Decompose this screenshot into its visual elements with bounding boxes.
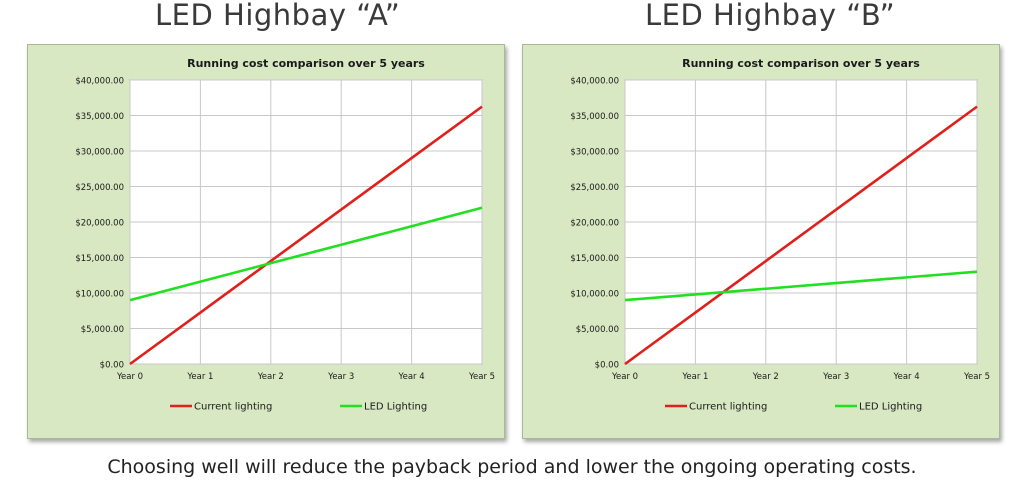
chart-b-y-tick-label: $30,000.00 xyxy=(570,148,619,158)
chart-a-x-tick-label: Year 4 xyxy=(398,372,425,382)
chart-b-y-tick-label: $40,000.00 xyxy=(570,77,619,87)
caption-text: Choosing well will reduce the payback pe… xyxy=(107,456,917,478)
chart-b-y-tick-label: $25,000.00 xyxy=(570,183,619,193)
chart-a-y-tick-label: $20,000.00 xyxy=(75,219,124,229)
chart-a-y-tick-label: $40,000.00 xyxy=(75,77,124,87)
chart-b-y-tick-label: $0.00 xyxy=(595,361,619,371)
chart-b-svg: Running cost comparison over 5 years $0.0… xyxy=(570,57,990,413)
chart-a-y-tick-label: $15,000.00 xyxy=(75,254,124,264)
chart-a-y-tick-label: $5,000.00 xyxy=(81,325,124,335)
chart-a-x-tick-label: Year 0 xyxy=(116,372,143,382)
chart-b-x-tick-label: Year 5 xyxy=(963,372,990,382)
chart-a-current-lighting-line xyxy=(129,105,483,366)
chart-b-y-tick-label: $20,000.00 xyxy=(570,219,619,229)
chart-b-y-tick-label: $35,000.00 xyxy=(570,112,619,122)
chart-a-y-tick-label: $30,000.00 xyxy=(75,148,124,158)
chart-b-x-tick-label: Year 0 xyxy=(611,372,638,382)
chart-b-y-tick-label: $5,000.00 xyxy=(576,325,619,335)
chart-a-y-tick-label: $35,000.00 xyxy=(75,112,124,122)
chart-b-x-tick-label: Year 1 xyxy=(681,372,708,382)
chart-a-x-tick-label: Year 5 xyxy=(468,372,495,382)
chart-b-x-tick-label: Year 4 xyxy=(893,372,920,382)
chart-b-led-lighting-line xyxy=(624,270,978,302)
chart-a-svg: Running cost comparison over 5 years $0.0… xyxy=(75,57,495,413)
chart-b-title: Running cost comparison over 5 years xyxy=(682,57,920,70)
chart-a-heading: LED Highbay “A” xyxy=(155,0,401,32)
chart-a-x-tick-label: Year 2 xyxy=(257,372,284,382)
chart-b-y-tick-label: $15,000.00 xyxy=(570,254,619,264)
chart-a-y-tick-label: $25,000.00 xyxy=(75,183,124,193)
chart-b-panel: Running cost comparison over 5 years $0.0… xyxy=(522,44,1000,439)
chart-a-title: Running cost comparison over 5 years xyxy=(187,57,425,70)
chart-b-x-tick-label: Year 2 xyxy=(752,372,779,382)
chart-b-legend-label-current-lighting: Current lighting xyxy=(689,402,767,413)
chart-a-y-tick-label: $10,000.00 xyxy=(75,290,124,300)
chart-b-legend-label-led-lighting: LED Lighting xyxy=(859,402,922,413)
chart-a-led-lighting-line xyxy=(129,206,483,302)
chart-a-panel: Running cost comparison over 5 years $0.0… xyxy=(27,44,505,439)
chart-b-heading: LED Highbay “B” xyxy=(645,0,896,32)
chart-a-legend-label-current-lighting: Current lighting xyxy=(194,402,272,413)
chart-a-legend-label-led-lighting: LED Lighting xyxy=(364,402,427,413)
chart-b-current-lighting-line xyxy=(624,105,978,366)
chart-a-y-tick-label: $0.00 xyxy=(100,361,124,371)
chart-a-x-tick-label: Year 1 xyxy=(186,372,213,382)
chart-a-x-tick-label: Year 3 xyxy=(327,372,354,382)
chart-b-y-tick-label: $10,000.00 xyxy=(570,290,619,300)
chart-b-x-tick-label: Year 3 xyxy=(822,372,849,382)
